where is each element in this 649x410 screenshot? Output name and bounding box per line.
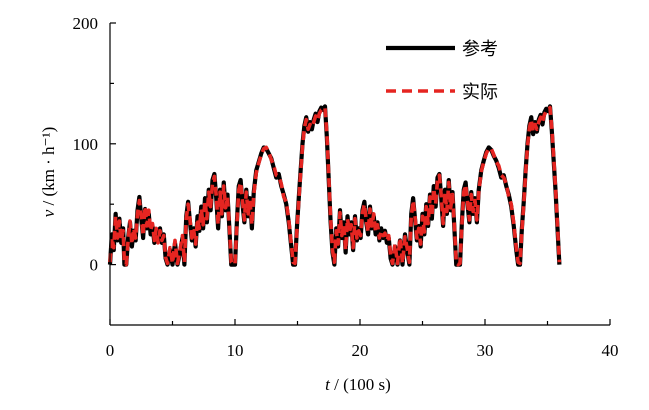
legend-item-actual: 实际 bbox=[386, 82, 498, 102]
y-tick-label: 200 bbox=[73, 14, 99, 33]
legend-label-actual: 实际 bbox=[462, 82, 498, 102]
x-tick-label: 40 bbox=[602, 341, 619, 360]
series-layer bbox=[107, 104, 562, 267]
y-tick-label: 100 bbox=[73, 135, 99, 154]
x-tick-label: 0 bbox=[106, 341, 115, 360]
x-tick-label: 10 bbox=[227, 341, 244, 360]
series-line-actual bbox=[108, 105, 562, 267]
x-tick-label: 20 bbox=[352, 341, 369, 360]
legend: 参考 实际 bbox=[386, 39, 498, 102]
legend-item-reference: 参考 bbox=[386, 39, 498, 59]
axes: 0 100 200 0 10 20 30 40 bbox=[73, 14, 619, 360]
y-tick-label: 0 bbox=[90, 256, 99, 275]
x-tick-label: 30 bbox=[477, 341, 494, 360]
y-axis-title: v / (km · h⁻¹) bbox=[39, 127, 58, 218]
x-axis-title: t / (100 s) bbox=[325, 375, 391, 394]
legend-label-reference: 参考 bbox=[462, 39, 498, 59]
